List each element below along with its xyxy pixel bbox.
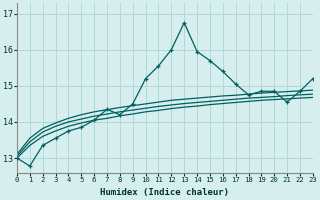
X-axis label: Humidex (Indice chaleur): Humidex (Indice chaleur) [100, 188, 229, 197]
